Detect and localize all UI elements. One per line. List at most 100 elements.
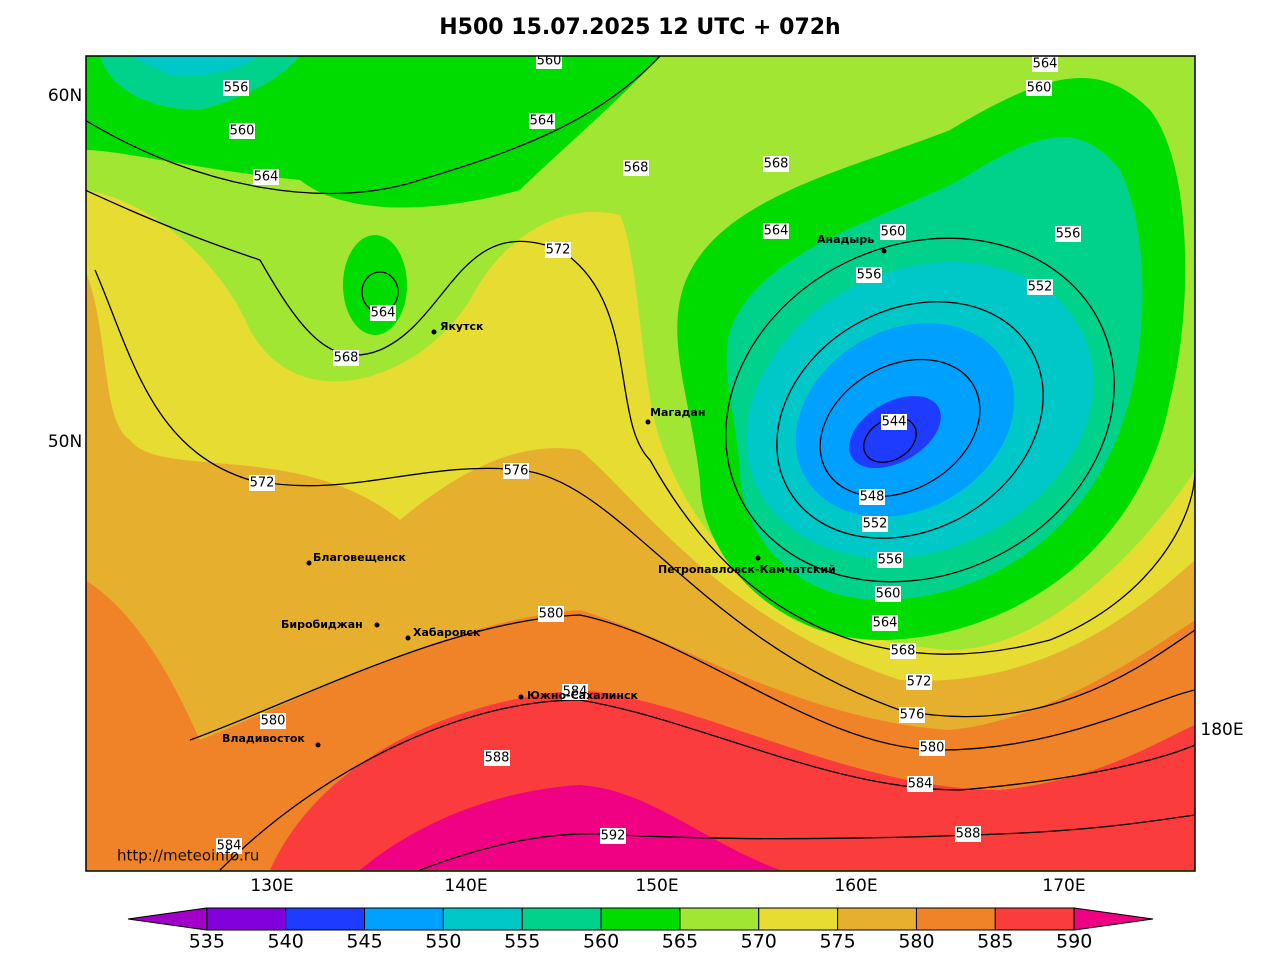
colorbar-label: 535 [189, 931, 225, 953]
city-label: Магадан [650, 406, 705, 419]
contour-label: 556 [878, 553, 903, 568]
colorbar-label: 575 [819, 931, 855, 953]
contour-label-bg [545, 242, 571, 258]
contour-label-bg [875, 586, 901, 602]
city-label: Якутск [440, 320, 484, 333]
city-dot [405, 635, 411, 641]
city-label: Анадырь [817, 233, 874, 246]
city-dot [306, 560, 312, 566]
contour-label: 584 [217, 839, 242, 854]
contour-label: 580 [539, 607, 564, 622]
colorbar-box [758, 907, 839, 931]
contour-label: 560 [230, 124, 255, 139]
colorbar-box [442, 907, 523, 931]
contour-label: 580 [920, 741, 945, 756]
contour-label-bg [880, 224, 906, 240]
contour-label: 568 [764, 157, 789, 172]
city-label: Благовещенск [313, 551, 406, 564]
contour-label: 572 [546, 243, 571, 258]
contour-label: 572 [907, 675, 932, 690]
contour-label-bg [503, 463, 529, 479]
contour-label-bg [562, 684, 588, 700]
colorbar-label: 565 [662, 931, 698, 953]
contour-label-bg [623, 160, 649, 176]
lat-label: 60N [48, 86, 82, 106]
city-label: Южно-Сахалинск [527, 689, 638, 702]
contour-label: 572 [250, 476, 275, 491]
city-dot [315, 742, 321, 748]
contour-label: 560 [1027, 81, 1052, 96]
contour-label-bg [856, 267, 882, 283]
colorbar-label: 560 [583, 931, 619, 953]
contour-label: 588 [956, 827, 981, 842]
colorbar-box [364, 907, 444, 931]
contour-label: 564 [530, 114, 555, 129]
contour-label-bg [763, 223, 789, 239]
colorbar-label: 540 [268, 931, 304, 953]
contour-label: 564 [873, 616, 898, 631]
contour-label-bg [1055, 226, 1081, 242]
lon-label: 150E [635, 876, 678, 896]
contour-label-bg [536, 56, 562, 69]
contour-label-bg [1032, 56, 1058, 72]
contour-label: 568 [891, 644, 916, 659]
lon-label: 180E [1200, 720, 1243, 740]
contour-label-bg [859, 489, 885, 505]
city-dot [431, 329, 437, 335]
contour-label-bg [600, 828, 626, 844]
contour-label-bg [899, 707, 925, 723]
city-dot [518, 694, 524, 700]
colorbar-box [837, 907, 917, 931]
contour-label-bg [216, 838, 242, 854]
contour-label: 564 [254, 170, 279, 185]
contour-label-bg [955, 826, 981, 842]
city-dot [755, 555, 761, 561]
colorbar-box [285, 907, 366, 931]
city-label: Биробиджан [281, 618, 363, 631]
contour-label-bg [890, 643, 916, 659]
contour-label: 544 [882, 415, 907, 430]
contour-label-bg [260, 713, 286, 729]
contour-label: 564 [1033, 57, 1058, 72]
map-area: 556 560 564 560 564 568 568 564 560 556 556 552 564 5… [86, 54, 1195, 871]
city-dot [881, 248, 887, 254]
lon-label: 160E [834, 876, 877, 896]
contour-label-bg [223, 80, 249, 96]
contour-label: 560 [876, 587, 901, 602]
contour-label: 584 [563, 685, 588, 700]
contour-label: 580 [261, 714, 286, 729]
credit: http://meteoinfo.ru [117, 847, 259, 865]
colorbar-label: 580 [898, 931, 934, 953]
colorbar-box [994, 907, 1075, 931]
contour-label-bg [333, 350, 359, 366]
colorbar-label: 545 [346, 931, 382, 953]
lat-label: 50N [48, 432, 82, 452]
contour-label: 560 [537, 54, 562, 69]
colorbar-box [206, 907, 287, 931]
contour-label: 560 [881, 225, 906, 240]
contour-label: 552 [863, 517, 888, 532]
contour-label-bg [529, 113, 555, 129]
city-label: Петропавловск-Камчатский [658, 563, 836, 576]
contour-label: 568 [334, 351, 359, 366]
contour-label-bg [484, 750, 510, 766]
contour-label-bg [907, 776, 933, 792]
city-label: Владивосток [222, 732, 305, 745]
city-dot [645, 419, 651, 425]
city-dot [374, 622, 380, 628]
city-label: Хабаровск [413, 626, 481, 639]
contour-label: 568 [624, 161, 649, 176]
contour-label-bg [370, 305, 396, 321]
contour-label: 584 [908, 777, 933, 792]
colorbar-label: 590 [1056, 931, 1092, 953]
colorbar-end [127, 907, 208, 931]
title: H500 15.07.2025 12 UTC + 072h [439, 15, 840, 40]
contour-label-bg [1026, 80, 1052, 96]
contour-label-bg [1027, 279, 1053, 295]
contour-label-bg [229, 123, 255, 139]
colorbar-label: 585 [977, 931, 1013, 953]
contour-label: 564 [371, 306, 396, 321]
contour-label: 576 [504, 464, 529, 479]
colorbar-box [600, 907, 681, 931]
